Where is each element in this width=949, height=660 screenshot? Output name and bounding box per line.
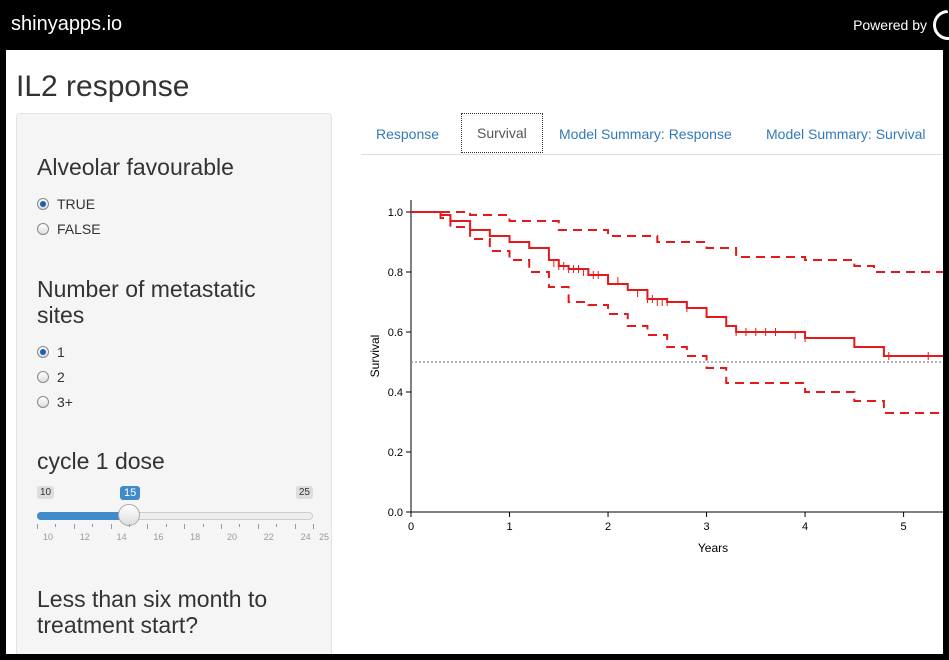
dose-slider[interactable]: 10 25 15 10 12 14 16 18 20 22 24 25 bbox=[37, 486, 329, 546]
x-tick-label: 2 bbox=[605, 521, 611, 533]
survival-chart-svg: 0.0 0.2 0.4 0.6 0.8 1.0 0 1 2 3 4 5 Years Survival bbox=[368, 200, 943, 555]
slider-tick-label: 24 bbox=[300, 532, 311, 542]
slider-tick bbox=[313, 524, 314, 529]
alveolar-option-false[interactable]: FALSE bbox=[37, 219, 101, 239]
posit-logo-icon[interactable] bbox=[933, 10, 949, 40]
upper-ci-curve bbox=[411, 211, 943, 273]
option-label: TRUE bbox=[57, 196, 96, 212]
slider-tick bbox=[294, 524, 296, 529]
y-tick-label: 0.2 bbox=[388, 447, 403, 459]
metastatic-label-line2: sites bbox=[37, 302, 85, 328]
alveolar-option-true[interactable]: TRUE bbox=[37, 194, 95, 214]
lower-ci-curve bbox=[411, 211, 943, 414]
y-tick-label: 0.4 bbox=[388, 387, 403, 399]
app-body: IL2 response Alveolar favourable TRUE FA… bbox=[6, 50, 943, 654]
slider-tick bbox=[184, 524, 186, 529]
slider-tick bbox=[37, 524, 38, 529]
option-label: 3+ bbox=[57, 394, 73, 410]
slider-tick-label: 14 bbox=[116, 532, 127, 542]
metastatic-option-1[interactable]: 1 bbox=[37, 342, 65, 362]
slider-tick bbox=[110, 524, 112, 529]
slider-ticks bbox=[37, 524, 314, 530]
y-tick-label: 0.8 bbox=[388, 267, 403, 279]
slider-tick-label: 12 bbox=[79, 532, 90, 542]
x-tick-label: 3 bbox=[703, 521, 709, 533]
slider-tick bbox=[202, 524, 204, 527]
option-label: 2 bbox=[57, 369, 65, 385]
slider-min-label: 10 bbox=[37, 486, 55, 499]
x-axis-label: Years bbox=[698, 541, 728, 555]
slider-value-label: 15 bbox=[120, 486, 141, 500]
y-tick-label: 0.6 bbox=[388, 327, 403, 339]
y-tick-label: 1.0 bbox=[388, 207, 403, 219]
sidebar-panel: Alveolar favourable TRUE FALSE Number of… bbox=[16, 113, 332, 654]
y-tick-label: 0.0 bbox=[388, 507, 403, 519]
slider-tick bbox=[55, 524, 57, 527]
dose-label: cycle 1 dose bbox=[37, 448, 165, 474]
metastatic-option-3plus[interactable]: 3+ bbox=[37, 392, 73, 412]
slider-tick bbox=[147, 524, 149, 529]
slider-fill bbox=[37, 512, 129, 520]
radio-unchecked-icon[interactable] bbox=[37, 396, 49, 408]
powered-by-text: Powered by bbox=[853, 17, 927, 33]
radio-unchecked-icon[interactable] bbox=[37, 371, 49, 383]
radio-checked-icon[interactable] bbox=[37, 346, 49, 358]
option-label: FALSE bbox=[57, 221, 101, 237]
page-title: IL2 response bbox=[16, 70, 190, 103]
brand-name[interactable]: shinyapps.io bbox=[11, 13, 123, 35]
tab-model-summary-survival[interactable]: Model Summary: Survival bbox=[766, 126, 926, 142]
x-tick-label: 5 bbox=[901, 521, 907, 533]
radio-checked-icon[interactable] bbox=[37, 198, 49, 210]
metastatic-option-2[interactable]: 2 bbox=[37, 367, 65, 387]
tab-response[interactable]: Response bbox=[376, 126, 440, 142]
tab-bar: Response Survival Model Summary: Respons… bbox=[361, 113, 943, 155]
metastatic-label-line1: Number of metastatic bbox=[37, 276, 256, 302]
slider-tick bbox=[239, 524, 241, 527]
slider-tick-label: 20 bbox=[226, 532, 238, 542]
slider-max-label: 25 bbox=[295, 486, 313, 499]
alveolar-label: Alveolar favourable bbox=[37, 154, 234, 180]
slider-tick bbox=[221, 524, 222, 529]
survival-plot: 0.0 0.2 0.4 0.6 0.8 1.0 0 1 2 3 4 5 Years Survival bbox=[361, 180, 943, 570]
six-month-label-line1: Less than six month to bbox=[37, 586, 268, 612]
tab-model-summary-response[interactable]: Model Summary: Response bbox=[559, 126, 732, 142]
slider-tick-label: 22 bbox=[263, 532, 274, 542]
y-axis-label: Survival bbox=[368, 335, 382, 378]
slider-tick bbox=[92, 524, 94, 527]
option-label: 1 bbox=[57, 344, 65, 360]
slider-tick-label: 10 bbox=[42, 532, 54, 542]
slider-handle[interactable] bbox=[118, 504, 140, 526]
six-month-label-line2: treatment start? bbox=[37, 612, 199, 638]
metastatic-label: Number of metastatic sites bbox=[37, 276, 256, 328]
tab-survival[interactable]: Survival bbox=[461, 113, 543, 153]
six-month-label: Less than six month to treatment start? bbox=[37, 586, 267, 638]
slider-tick bbox=[257, 524, 259, 529]
x-tick-label: 4 bbox=[802, 521, 808, 533]
x-tick-label: 0 bbox=[408, 521, 414, 533]
slider-tick bbox=[276, 524, 278, 527]
survival-curve bbox=[411, 211, 943, 357]
slider-tick bbox=[73, 524, 75, 529]
slider-tick bbox=[165, 524, 167, 527]
slider-tick-label: 25 bbox=[318, 532, 330, 542]
slider-tick bbox=[129, 524, 130, 527]
slider-tick-label: 16 bbox=[153, 532, 164, 542]
top-bar: shinyapps.io Powered by bbox=[0, 0, 949, 50]
radio-unchecked-icon[interactable] bbox=[37, 223, 49, 235]
x-tick-label: 1 bbox=[506, 521, 512, 533]
slider-tick-label: 18 bbox=[190, 532, 201, 542]
